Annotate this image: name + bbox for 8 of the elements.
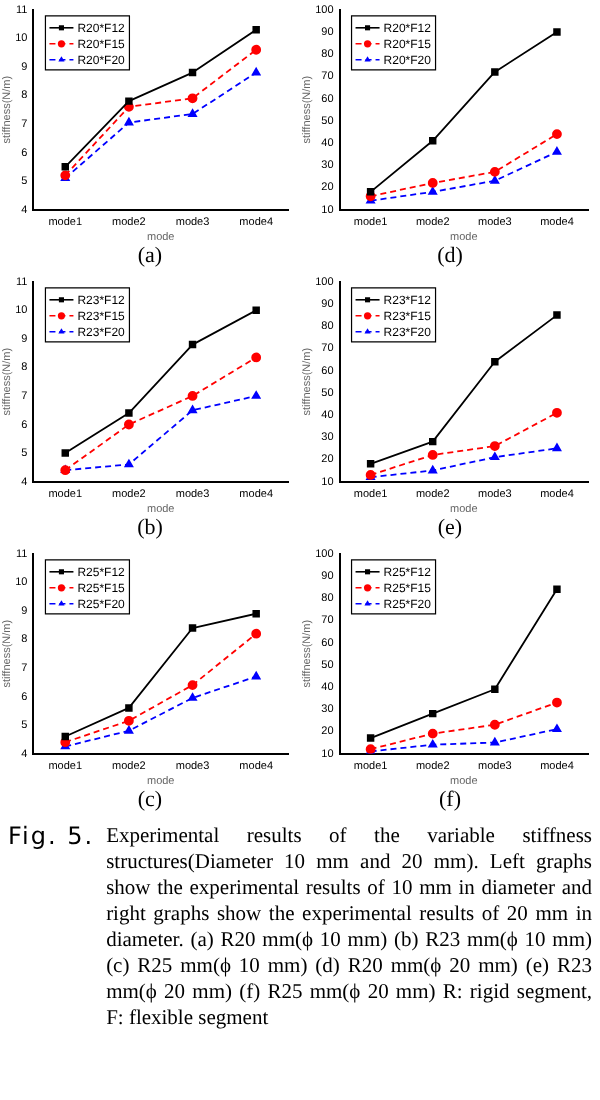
text: (f) bbox=[437, 788, 463, 814]
text: Experimental results of the variable stiffness structures(Diameter 10 mm and 20 mm). Left graphs show the experimental results of 10 mm in diameter and right graphs show the experimental results of 20 mm in diameter. (a) R20 mm(ϕ 10 mm) (b) R23 mm(ϕ 10 mm) (c) R25 mm(ϕ 10 mm) (d) R20 mm(ϕ 20 mm) (e) R23 mm(ϕ 20 mm) (f) R25 mm(ϕ 20 mm) R: rigid segment, F: flexible segment bbox=[106, 824, 592, 1032]
text: (d) bbox=[435, 244, 465, 270]
text: (b) bbox=[135, 516, 165, 542]
text: (c) bbox=[135, 788, 165, 814]
text: (e) bbox=[435, 516, 465, 542]
caption: Fig. 5. bbox=[8, 822, 95, 854]
text: (a) bbox=[135, 244, 165, 270]
